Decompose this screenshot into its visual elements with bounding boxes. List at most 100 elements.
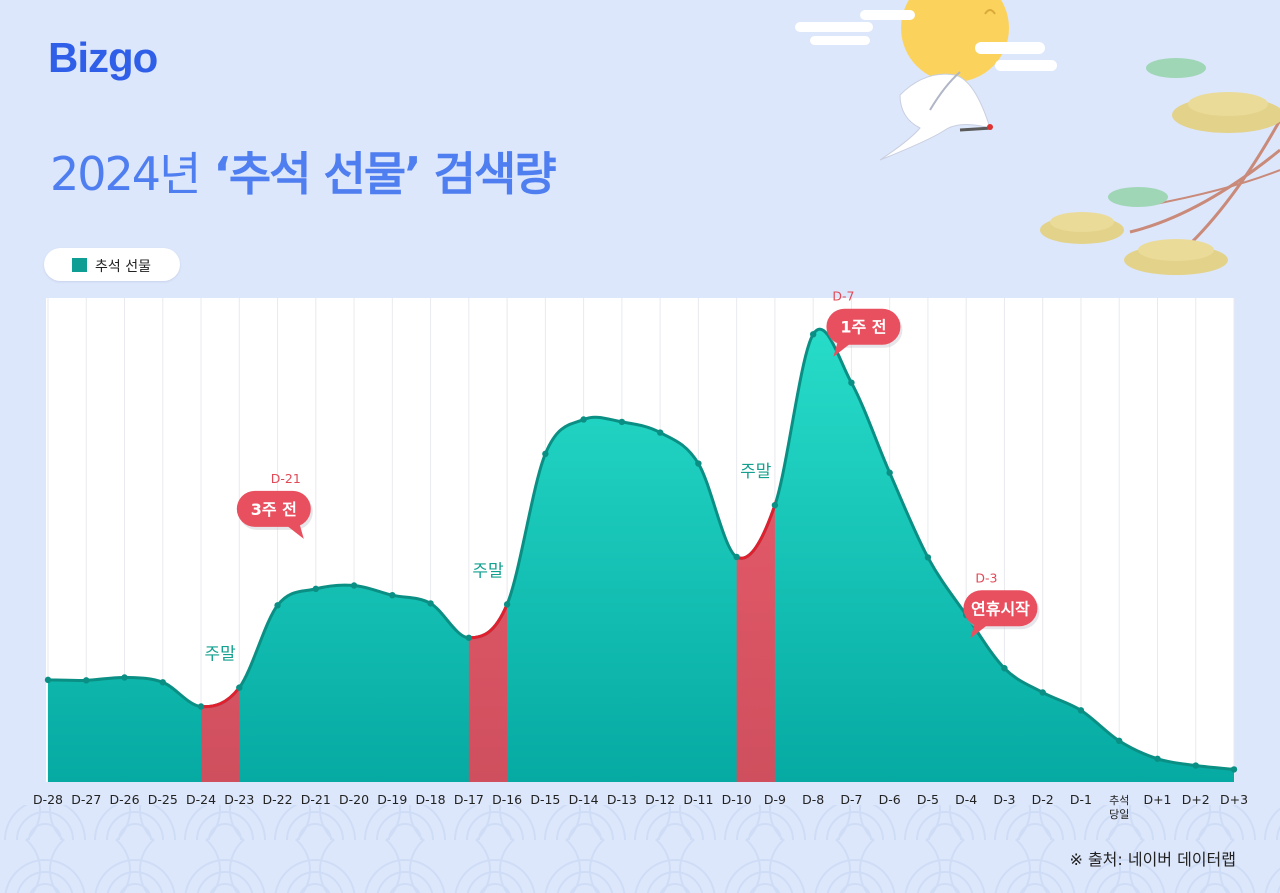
data-point-D-9	[771, 501, 779, 509]
data-point-D+1	[1154, 755, 1161, 762]
callout-D-7: 1주 전 D-7	[826, 289, 903, 357]
x-tick-label-D-2: D-2	[1032, 792, 1054, 807]
data-point-D-2	[1039, 689, 1046, 696]
x-tick-label-D+1: D+1	[1143, 792, 1171, 807]
data-point-D-5	[924, 554, 932, 561]
data-point-D-28	[44, 676, 52, 684]
x-tick-label-D+3: D+3	[1220, 792, 1248, 807]
data-point-D-22	[274, 602, 281, 609]
callout-text: 연휴시작	[971, 599, 1030, 618]
data-point-D-25	[159, 679, 166, 686]
x-tick-label-D-20: D-20	[339, 792, 369, 807]
data-point-D-16	[503, 601, 511, 608]
data-point-D+3	[1230, 766, 1238, 773]
x-tick-label-D+2: D+2	[1182, 792, 1210, 807]
x-tick-label-D-28: D-28	[33, 792, 63, 807]
x-tick-label-D-24: D-24	[186, 792, 216, 807]
x-tick-label-D-18: D-18	[416, 792, 446, 807]
data-point-D-3	[1001, 665, 1008, 672]
legend-label: 추석 선물	[95, 259, 151, 275]
data-point-D-15	[542, 450, 549, 458]
x-tick-label-D-6: D-6	[879, 792, 901, 807]
x-tick-label-D-9: D-9	[764, 792, 786, 807]
legend-swatch	[72, 258, 87, 272]
x-tick-label-D-13: D-13	[607, 792, 637, 807]
x-tick-label-D-5: D-5	[917, 792, 939, 807]
page-title: 2024년 ‘추석 선물’ 검색량	[50, 138, 557, 204]
x-tick-label-D-26: D-26	[109, 792, 139, 807]
x-tick-label-D-22: D-22	[263, 792, 293, 807]
x-tick-label-D-15: D-15	[530, 792, 560, 807]
weekend-label-D-17: 주말	[472, 561, 504, 581]
x-tick-label-D-25: D-25	[148, 792, 178, 807]
data-point-D-17	[465, 634, 473, 641]
x-tick-label-추석 당일: 추석 당일	[1109, 794, 1129, 821]
data-point-D-1	[1077, 707, 1085, 714]
callout-day-label: D-21	[271, 471, 301, 486]
x-tick-label-D-8: D-8	[802, 792, 824, 807]
title-year: 2024년	[50, 147, 201, 201]
data-point-D-8	[809, 331, 817, 338]
x-tick-label-D-4: D-4	[955, 792, 977, 807]
data-point-D-18	[427, 600, 434, 607]
data-point-D-27	[83, 677, 90, 684]
weekend-label-D-10: 주말	[740, 462, 772, 482]
callout-text: 1주 전	[840, 318, 886, 337]
x-tick-label-D-11: D-11	[683, 792, 713, 807]
x-tick-label-D-19: D-19	[377, 792, 407, 807]
data-point-D-6	[886, 469, 893, 476]
callout-bubble	[826, 308, 901, 345]
title-suffix: 검색량	[433, 147, 557, 201]
moon-icon	[901, 0, 1009, 82]
x-tick-label-D-3: D-3	[993, 792, 1015, 807]
data-point-D-7	[848, 379, 855, 386]
callout-bubble	[236, 490, 311, 527]
data-point-D-11	[695, 460, 702, 467]
callout-text: 3주 전	[251, 500, 297, 519]
x-tick-label-D-27: D-27	[71, 792, 101, 807]
callout-day-label: D-3	[975, 570, 997, 585]
x-tick-label-D-16: D-16	[492, 792, 522, 807]
callout-D-21: 3주 전 D-21	[236, 471, 313, 539]
data-point-추석 당일	[1116, 737, 1123, 745]
x-tick-label-D-14: D-14	[569, 792, 599, 807]
data-point-D-10	[733, 553, 740, 561]
callout-D-3: 연휴시작 D-3	[963, 570, 1040, 639]
x-tick-label-D-21: D-21	[301, 792, 331, 807]
data-point-D-19	[389, 591, 396, 599]
data-point-D-23	[236, 684, 243, 691]
chart-legend: 추석 선물	[44, 248, 180, 281]
data-point-D-14	[580, 416, 587, 423]
callout-day-label: D-7	[832, 289, 854, 304]
moon-crane-pine-decoration	[795, 0, 1280, 275]
data-point-D-12	[656, 429, 664, 436]
data-point-D-21	[312, 585, 320, 593]
weekend-label-D-24: 주말	[205, 645, 237, 665]
x-tick-label-D-10: D-10	[722, 792, 752, 807]
weekend-band-D-24-D-23	[201, 687, 240, 782]
x-tick-label-D-1: D-1	[1070, 792, 1092, 807]
cloud-icon	[795, 10, 1057, 71]
series-area-추석-선물	[48, 329, 1234, 782]
data-point-D-20	[350, 582, 358, 589]
source-note: ※ 출처: 네이버 데이터랩	[1069, 850, 1236, 869]
bizgo-logo: Bizgo	[48, 34, 158, 81]
pine-branch-icon	[1040, 58, 1280, 275]
crane-icon	[879, 71, 993, 161]
title-term: ‘추석 선물’	[213, 147, 421, 201]
weekend-band-D-10-D-9	[736, 505, 775, 782]
callout-tail	[833, 342, 852, 357]
data-point-D+2	[1192, 762, 1199, 769]
x-tick-label-D-17: D-17	[454, 792, 484, 807]
callout-tail	[970, 624, 989, 639]
data-point-D-26	[121, 674, 128, 681]
x-tick-label-D-7: D-7	[840, 792, 862, 807]
data-point-D-13	[618, 418, 626, 426]
weekend-band-D-17-D-16	[468, 604, 508, 782]
callout-tail	[285, 524, 304, 539]
x-tick-label-D-23: D-23	[224, 792, 254, 807]
data-point-D-24	[197, 703, 205, 710]
x-tick-label-D-12: D-12	[645, 792, 675, 807]
